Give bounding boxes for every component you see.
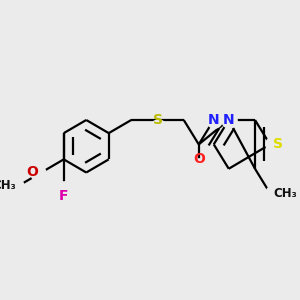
Text: F: F <box>59 189 68 203</box>
Text: O: O <box>26 166 38 179</box>
Text: S: S <box>152 113 163 127</box>
Text: N: N <box>208 113 220 127</box>
Text: O: O <box>193 152 205 166</box>
Text: N: N <box>223 113 235 127</box>
Text: CH₃: CH₃ <box>273 187 297 200</box>
Text: CH₃: CH₃ <box>0 179 16 192</box>
Text: S: S <box>273 137 283 152</box>
